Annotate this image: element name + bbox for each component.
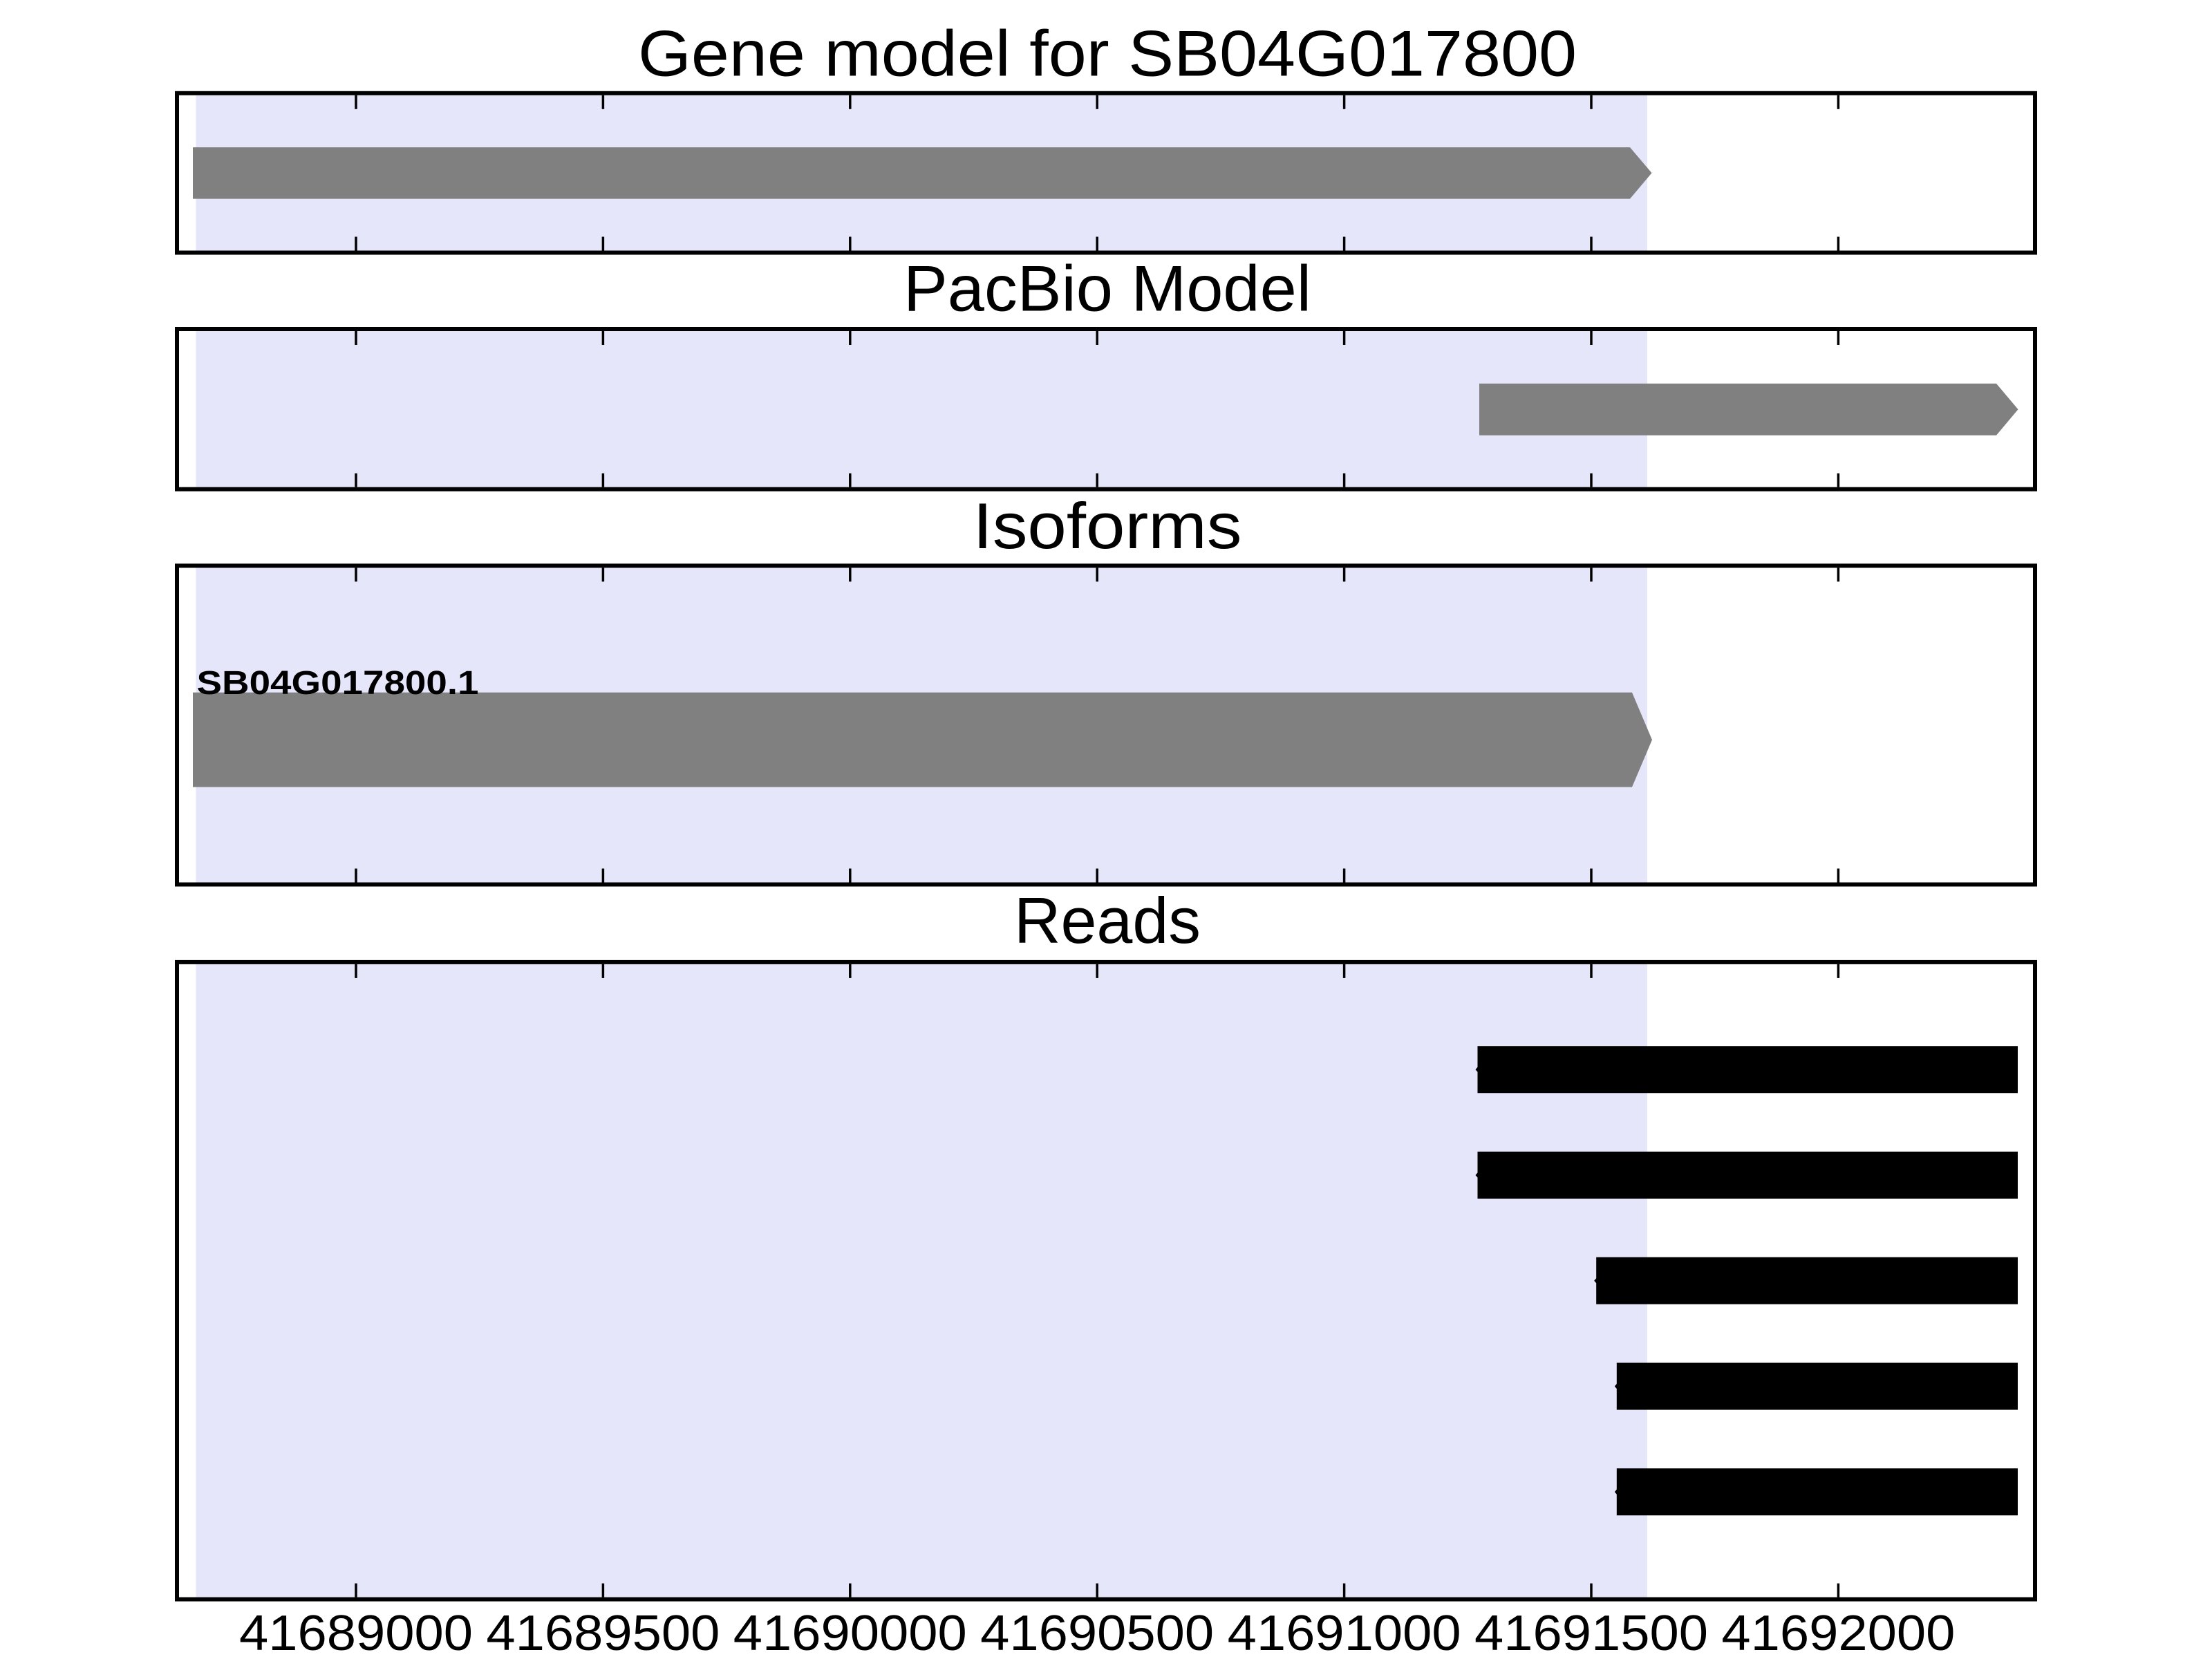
svg-text:SB04G017800.1: SB04G017800.1 [197,665,479,702]
svg-text:41689500: 41689500 [486,1606,720,1659]
svg-text:41692000: 41692000 [1721,1606,1955,1659]
svg-text:41691500: 41691500 [1474,1606,1708,1659]
svg-text:Gene model for SB04G017800: Gene model for SB04G017800 [638,17,1577,89]
svg-text:41690500: 41690500 [980,1606,1214,1659]
svg-text:Reads: Reads [1014,884,1201,957]
svg-text:41691000: 41691000 [1228,1606,1461,1659]
svg-text:41690000: 41690000 [733,1606,967,1659]
svg-text:Isoforms: Isoforms [973,489,1242,562]
svg-text:41689000: 41689000 [239,1606,473,1659]
svg-text:PacBio Model: PacBio Model [903,252,1311,325]
